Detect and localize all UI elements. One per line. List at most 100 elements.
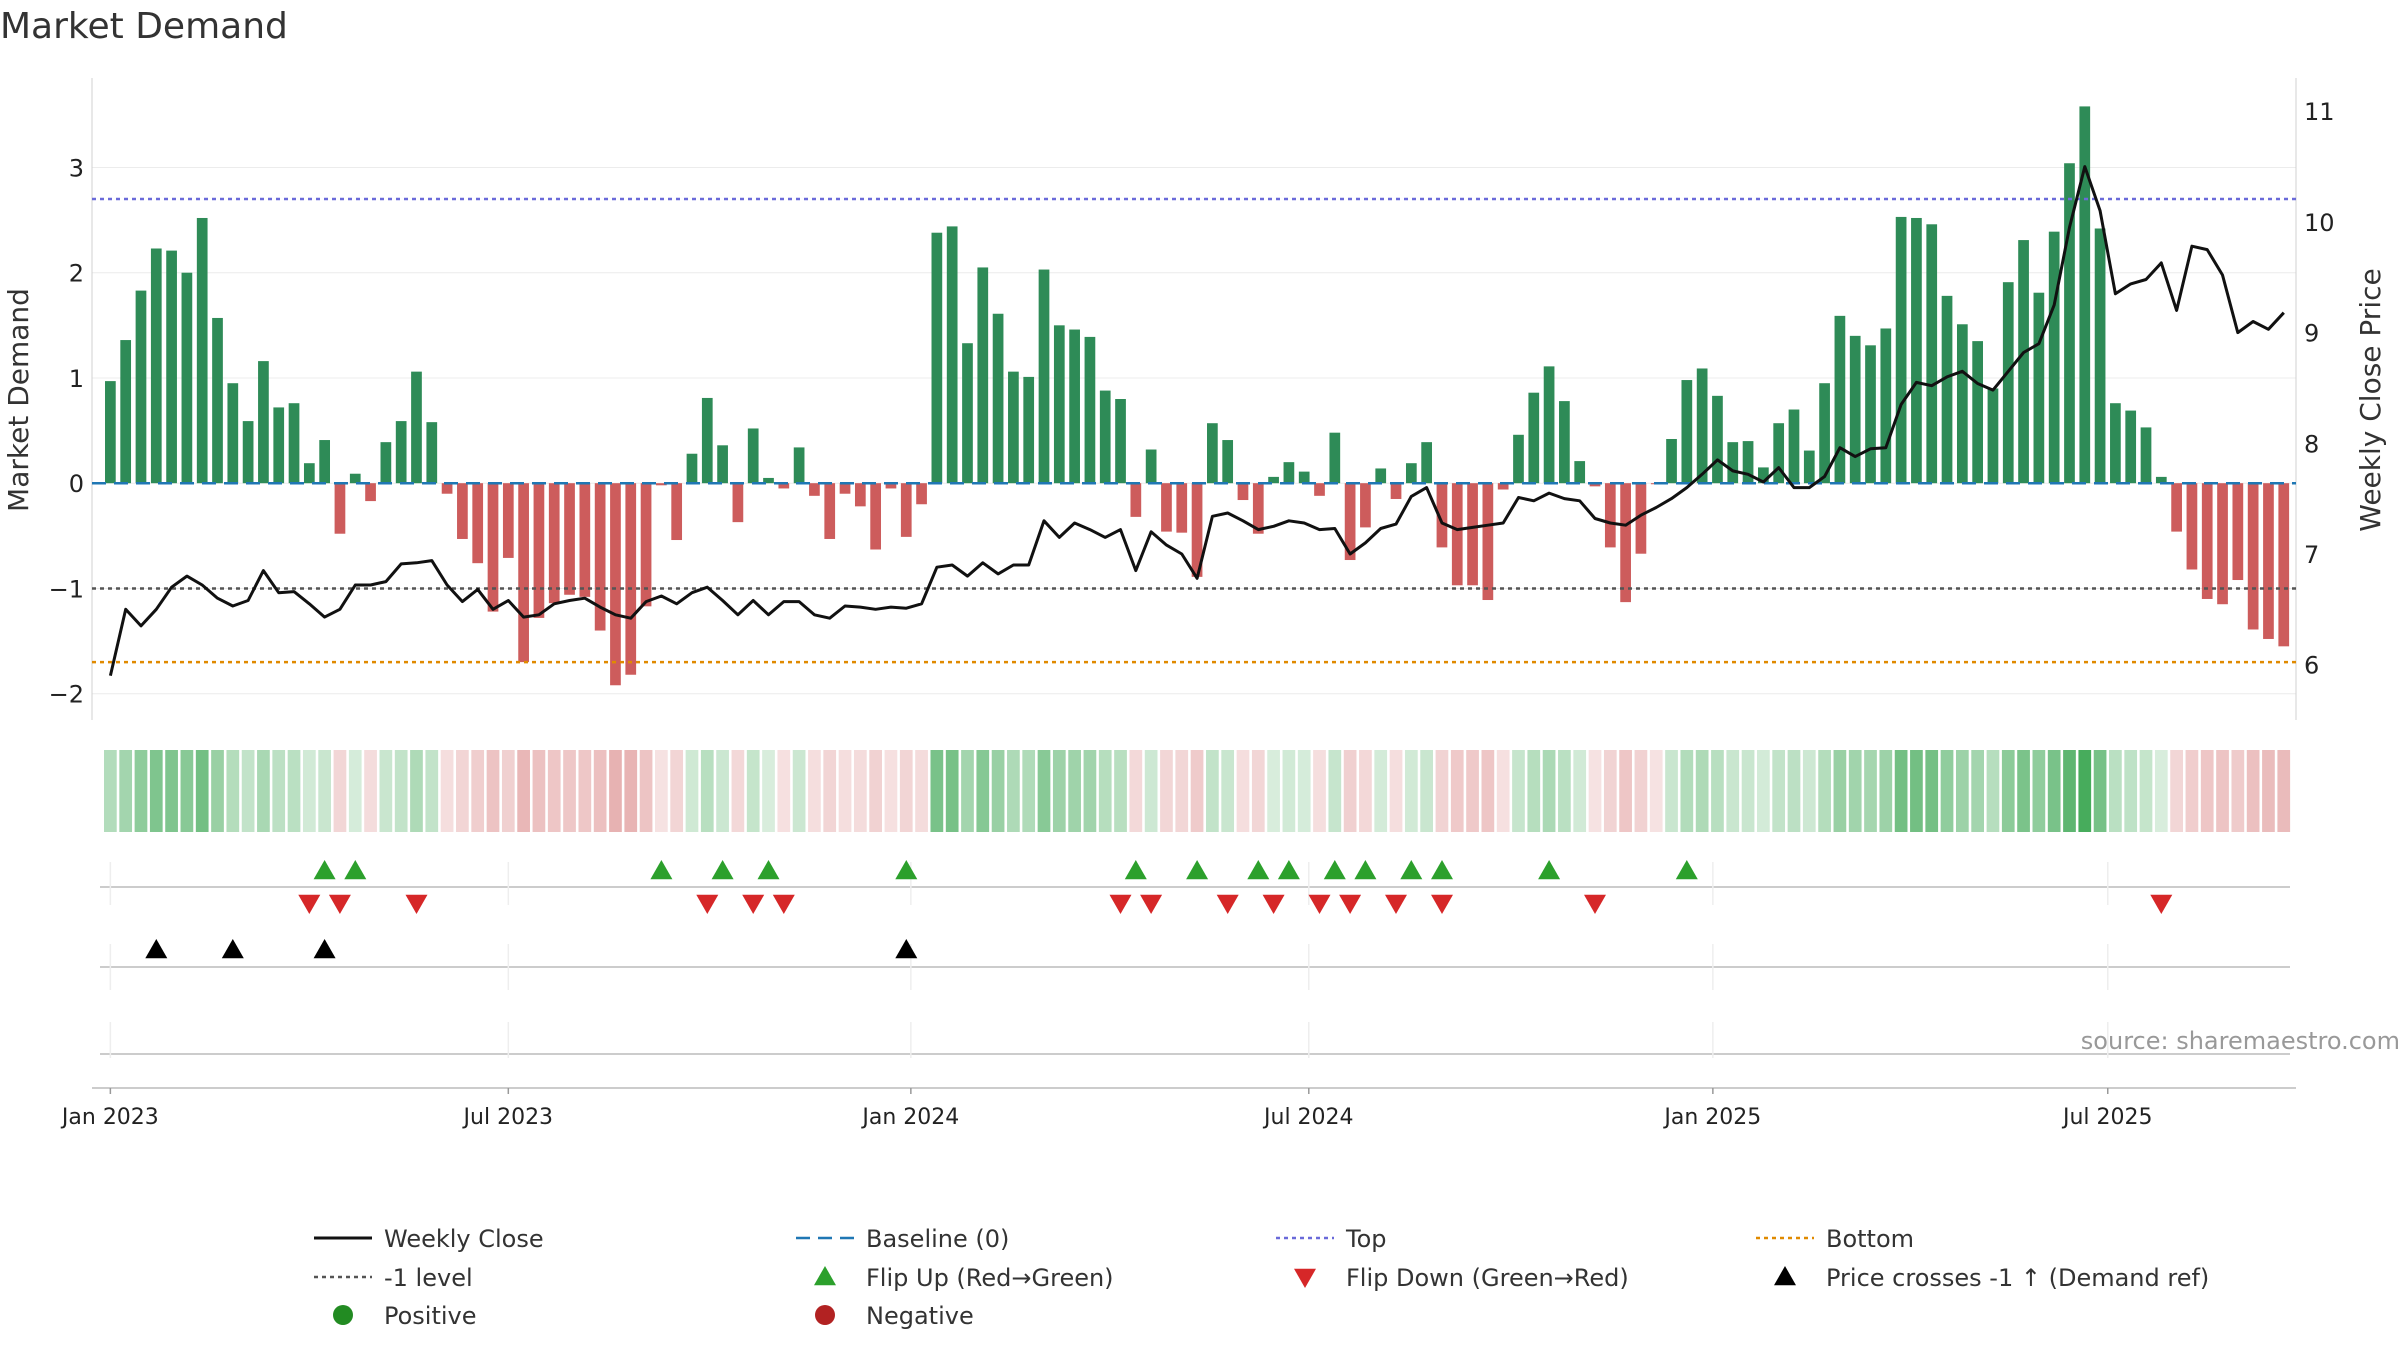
positive-bar [1712, 395, 1723, 484]
heat-cell [2216, 750, 2229, 832]
heat-cell [1297, 750, 1311, 832]
heat-cell [945, 750, 959, 832]
flip-down-marker [1262, 894, 1285, 914]
x-tick-label: Jan 2023 [60, 1105, 159, 1130]
flip-up-marker [344, 860, 367, 880]
positive-bar [380, 442, 392, 484]
heat-cell [685, 750, 699, 832]
positive-bar [1696, 368, 1708, 484]
heat-cell [838, 750, 852, 832]
flip-down-marker [1431, 894, 1453, 914]
negative-bar [2278, 483, 2290, 647]
positive-bar [1023, 376, 1035, 484]
heat-cell [731, 750, 745, 832]
heat-cell [1588, 750, 1602, 832]
heat-cell [1787, 750, 1801, 832]
heat-cell [1420, 750, 1434, 832]
positive-bar [2064, 163, 2075, 484]
heat-cell [104, 750, 117, 832]
legend-label: Baseline (0) [866, 1225, 1009, 1253]
heat-cell [961, 750, 974, 832]
legend-swatch [1774, 1266, 1796, 1286]
heat-cell [2277, 750, 2291, 832]
heat-cell [180, 750, 194, 832]
positive-bar [1038, 269, 1050, 484]
flip-up-marker [1323, 860, 1346, 880]
positive-bar [1559, 401, 1570, 484]
flip-down-marker [696, 894, 719, 914]
negative-bar [2186, 483, 2198, 570]
heat-cell [2109, 750, 2122, 832]
negative-bar [1604, 483, 1616, 548]
positive-bar [212, 317, 223, 484]
heat-cell [1802, 750, 1816, 832]
heat-cell [532, 750, 546, 832]
heat-cell [2063, 750, 2076, 832]
heat-cell [593, 750, 607, 832]
negative-bar [1314, 483, 1325, 496]
positive-bar [1084, 336, 1096, 484]
positive-bar [1099, 390, 1111, 484]
positive-bar [1298, 471, 1310, 484]
positive-bar [1329, 432, 1341, 484]
heat-cell [1389, 750, 1403, 832]
positive-bar [2110, 403, 2121, 484]
axes: −2 −1 0 1 2 3 6 7 8 9 10 11 [49, 78, 2335, 720]
heat-cell [1037, 750, 1051, 832]
legend-item: Weekly Close [314, 1225, 544, 1253]
positive-bar [1283, 462, 1295, 484]
negative-bar [502, 483, 514, 558]
heat-cell [134, 750, 148, 832]
positive-bar [258, 361, 269, 484]
heat-cell [211, 750, 224, 832]
positive-bar [2002, 282, 2014, 484]
positive-bar [1758, 467, 1769, 484]
legend-item: Positive [333, 1302, 477, 1330]
negative-bar [1467, 483, 1478, 586]
positive-bar [1375, 468, 1387, 484]
positive-bar [1865, 345, 1876, 484]
legend-label: Top [1345, 1225, 1387, 1253]
heat-cell [1940, 750, 1954, 832]
negative-bar [365, 483, 376, 502]
positive-bar [686, 453, 698, 484]
y2-tick-label: 8 [2304, 430, 2319, 458]
heat-cell [348, 750, 362, 832]
heat-cell [1695, 750, 1709, 832]
positive-bar [992, 313, 1004, 484]
negative-bar [1436, 483, 1448, 548]
negative-bar [900, 483, 912, 537]
heat-cell [394, 750, 408, 832]
negative-bar [1635, 483, 1647, 554]
heat-cell [1282, 750, 1296, 832]
heat-cell [149, 750, 163, 832]
legend-item: Negative [815, 1302, 974, 1330]
positive-bar [196, 217, 208, 484]
positive-bar [242, 421, 254, 484]
heat-cell [1527, 750, 1541, 832]
negative-bar [1344, 483, 1356, 561]
negative-bar [671, 483, 683, 541]
positive-bar [1008, 371, 1019, 484]
legend-label: Bottom [1826, 1225, 1914, 1253]
positive-bar [1987, 388, 1999, 484]
positive-bar [227, 383, 239, 484]
negative-bar [1451, 483, 1463, 586]
heat-cell [563, 750, 576, 832]
heat-cell [1542, 750, 1556, 832]
heat-cell [287, 750, 301, 832]
heat-cell [1864, 750, 1877, 832]
heat-cell [257, 750, 270, 832]
negative-bar [778, 483, 790, 489]
positive-bar [977, 267, 989, 484]
flip-up-marker [1186, 860, 1209, 880]
y-tick-label: 1 [69, 365, 84, 393]
positive-bar [1666, 438, 1677, 484]
flip-down-marker [1216, 894, 1239, 914]
positive-bar [1681, 380, 1693, 484]
flip-up-marker [1354, 860, 1377, 880]
y2-tick-label: 6 [2304, 652, 2319, 680]
heat-cell [165, 750, 178, 832]
weekly-close-line [108, 165, 2285, 677]
heat-cell [670, 750, 684, 832]
